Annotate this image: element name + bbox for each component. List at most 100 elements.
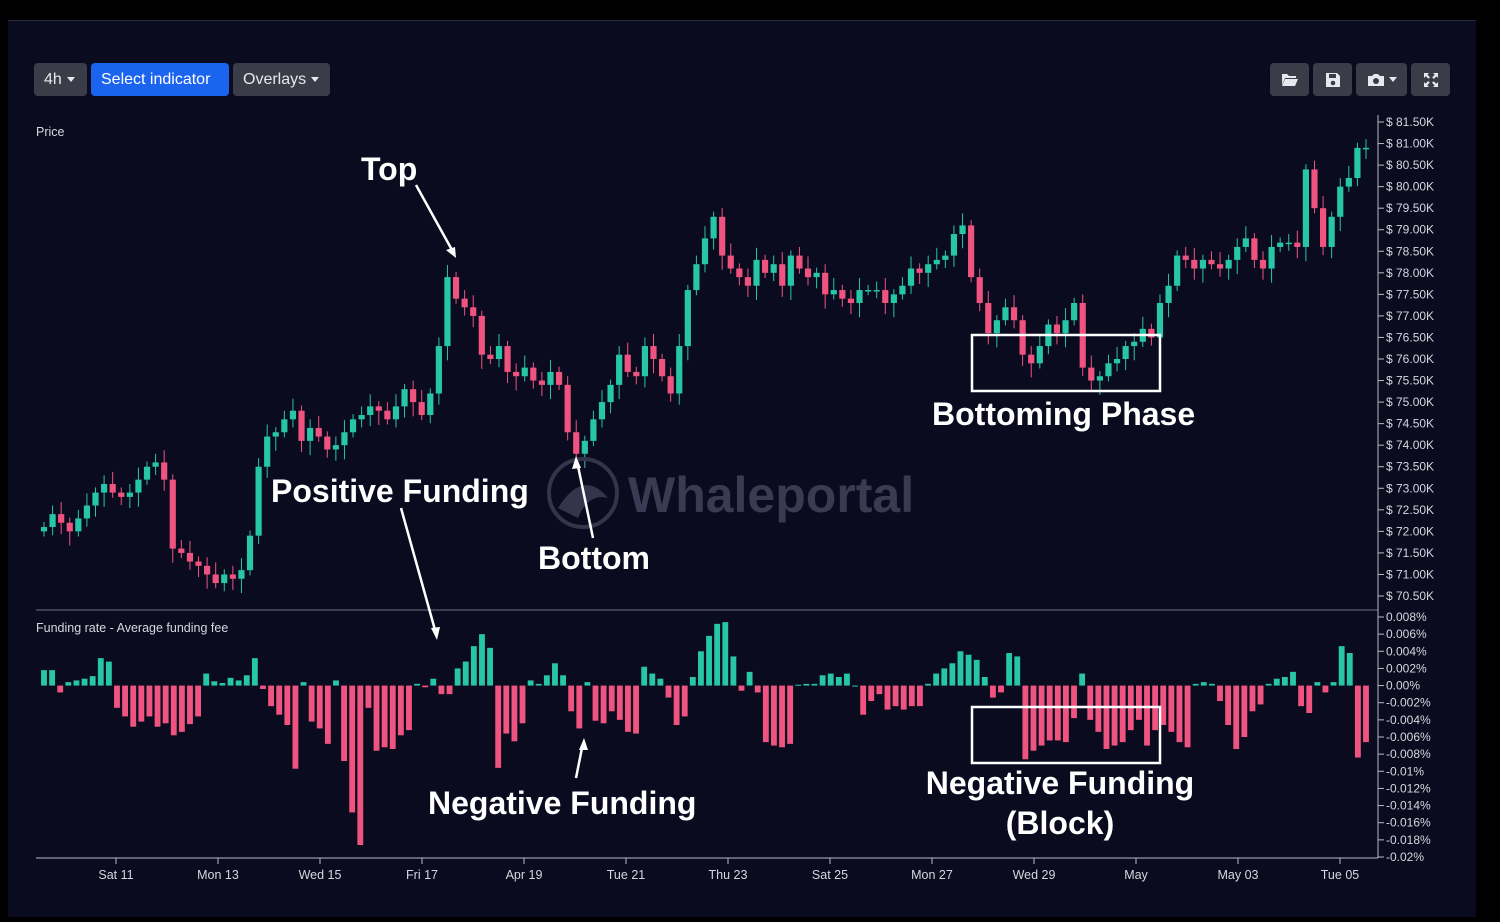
funding-bar bbox=[1111, 685, 1118, 746]
funding-y-tick-label: -0.012% bbox=[1386, 781, 1431, 795]
candle-body bbox=[1182, 255, 1189, 260]
funding-bar bbox=[738, 685, 745, 691]
candle-body bbox=[238, 570, 245, 579]
funding-bar bbox=[195, 685, 202, 717]
funding-bar bbox=[973, 659, 980, 686]
candle-body bbox=[444, 277, 451, 347]
save-button[interactable] bbox=[1313, 63, 1352, 96]
candle-body bbox=[547, 371, 554, 385]
funding-bar bbox=[1241, 685, 1248, 737]
funding-bar bbox=[243, 675, 250, 686]
funding-y-tick-label: -0.004% bbox=[1386, 713, 1431, 727]
select-indicator-label: Select indicator bbox=[101, 71, 211, 88]
overlays-dropdown[interactable]: Overlays bbox=[233, 63, 330, 96]
funding-bar bbox=[900, 685, 907, 710]
fullscreen-button[interactable] bbox=[1411, 63, 1450, 96]
funding-bar bbox=[1281, 677, 1288, 686]
funding-bar bbox=[1022, 685, 1029, 760]
funding-bar bbox=[1257, 685, 1264, 705]
funding-bar bbox=[73, 680, 80, 686]
funding-bar bbox=[819, 675, 826, 686]
funding-bar bbox=[1298, 685, 1305, 707]
candle-body bbox=[633, 371, 640, 377]
funding-bar bbox=[1160, 685, 1167, 725]
candle-body bbox=[358, 415, 365, 420]
funding-bar bbox=[373, 685, 380, 751]
funding-bar bbox=[114, 685, 120, 708]
funding-bar bbox=[333, 680, 339, 686]
funding-bar bbox=[1290, 671, 1296, 686]
x-tick-label: Sat 25 bbox=[812, 868, 848, 882]
funding-bar bbox=[462, 661, 469, 686]
candle-body bbox=[289, 410, 297, 420]
funding-bar bbox=[884, 685, 891, 710]
candle-body bbox=[538, 380, 545, 385]
candle-body bbox=[1010, 307, 1018, 321]
price-y-tick-label: $ 76.50K bbox=[1386, 330, 1434, 344]
funding-bar bbox=[65, 682, 72, 686]
funding-bar bbox=[981, 677, 988, 686]
candle-body bbox=[118, 492, 125, 497]
open-button[interactable] bbox=[1270, 63, 1309, 96]
funding-bar bbox=[1030, 685, 1037, 751]
candle-body bbox=[1362, 147, 1370, 150]
candle-body bbox=[530, 367, 537, 381]
funding-bar bbox=[665, 685, 672, 698]
select-indicator-button[interactable]: Select indicator bbox=[91, 63, 229, 96]
candle-body bbox=[804, 268, 812, 278]
x-tick-label: Wed 29 bbox=[1013, 868, 1056, 882]
funding-bar bbox=[81, 678, 88, 686]
annotation-bottom: Bottom bbox=[538, 540, 650, 576]
funding-bar bbox=[454, 668, 461, 686]
funding-bar bbox=[1038, 685, 1045, 746]
funding-bar bbox=[673, 685, 680, 725]
candle-body bbox=[49, 514, 56, 528]
funding-bar bbox=[57, 685, 64, 693]
funding-bar bbox=[1225, 685, 1232, 725]
funding-y-tick-label: -0.018% bbox=[1386, 833, 1431, 847]
funding-bar bbox=[1363, 685, 1369, 743]
funding-bars bbox=[41, 622, 1369, 845]
candle-body bbox=[1028, 354, 1035, 364]
funding-bar bbox=[771, 685, 777, 746]
funding-y-tick-label: 0.004% bbox=[1386, 644, 1427, 658]
funding-bar bbox=[941, 668, 948, 686]
screenshot-dropdown[interactable] bbox=[1356, 63, 1407, 96]
candle-body bbox=[126, 492, 133, 497]
candle-body bbox=[1156, 302, 1164, 338]
candle-body bbox=[598, 402, 606, 420]
caret-down-icon bbox=[66, 77, 75, 83]
candle-body bbox=[1294, 242, 1301, 247]
folder-open-icon bbox=[1281, 74, 1298, 86]
funding-bar bbox=[600, 685, 607, 724]
funding-bar bbox=[251, 658, 258, 686]
funding-bar bbox=[511, 685, 518, 742]
price-y-tick-label: $ 77.00K bbox=[1386, 309, 1434, 323]
candle-body bbox=[1242, 238, 1249, 247]
candle-body bbox=[1071, 302, 1078, 321]
funding-bar bbox=[1046, 685, 1053, 741]
funding-bar bbox=[89, 676, 96, 686]
funding-bar bbox=[925, 683, 931, 686]
candle-body bbox=[66, 522, 73, 532]
funding-bar bbox=[649, 673, 656, 686]
funding-bar bbox=[698, 651, 704, 686]
price-y-tick-label: $ 77.50K bbox=[1386, 287, 1434, 301]
funding-bar bbox=[397, 685, 404, 736]
funding-y-tick-label: -0.02% bbox=[1386, 850, 1424, 864]
candle-body bbox=[865, 290, 872, 292]
candle-body bbox=[907, 268, 915, 286]
interval-dropdown[interactable]: 4h bbox=[34, 63, 87, 96]
candle-body bbox=[487, 354, 494, 359]
funding-y-tick-label: -0.006% bbox=[1386, 730, 1431, 744]
funding-bar bbox=[105, 661, 112, 686]
funding-bar bbox=[1354, 685, 1361, 758]
funding-bar bbox=[714, 623, 721, 686]
funding-bar bbox=[633, 685, 639, 734]
funding-bar bbox=[835, 677, 842, 686]
funding-y-tick-label: -0.016% bbox=[1386, 816, 1431, 830]
funding-bar bbox=[892, 685, 899, 707]
funding-y-tick-label: 0.002% bbox=[1386, 661, 1427, 675]
candle-body bbox=[744, 277, 752, 286]
